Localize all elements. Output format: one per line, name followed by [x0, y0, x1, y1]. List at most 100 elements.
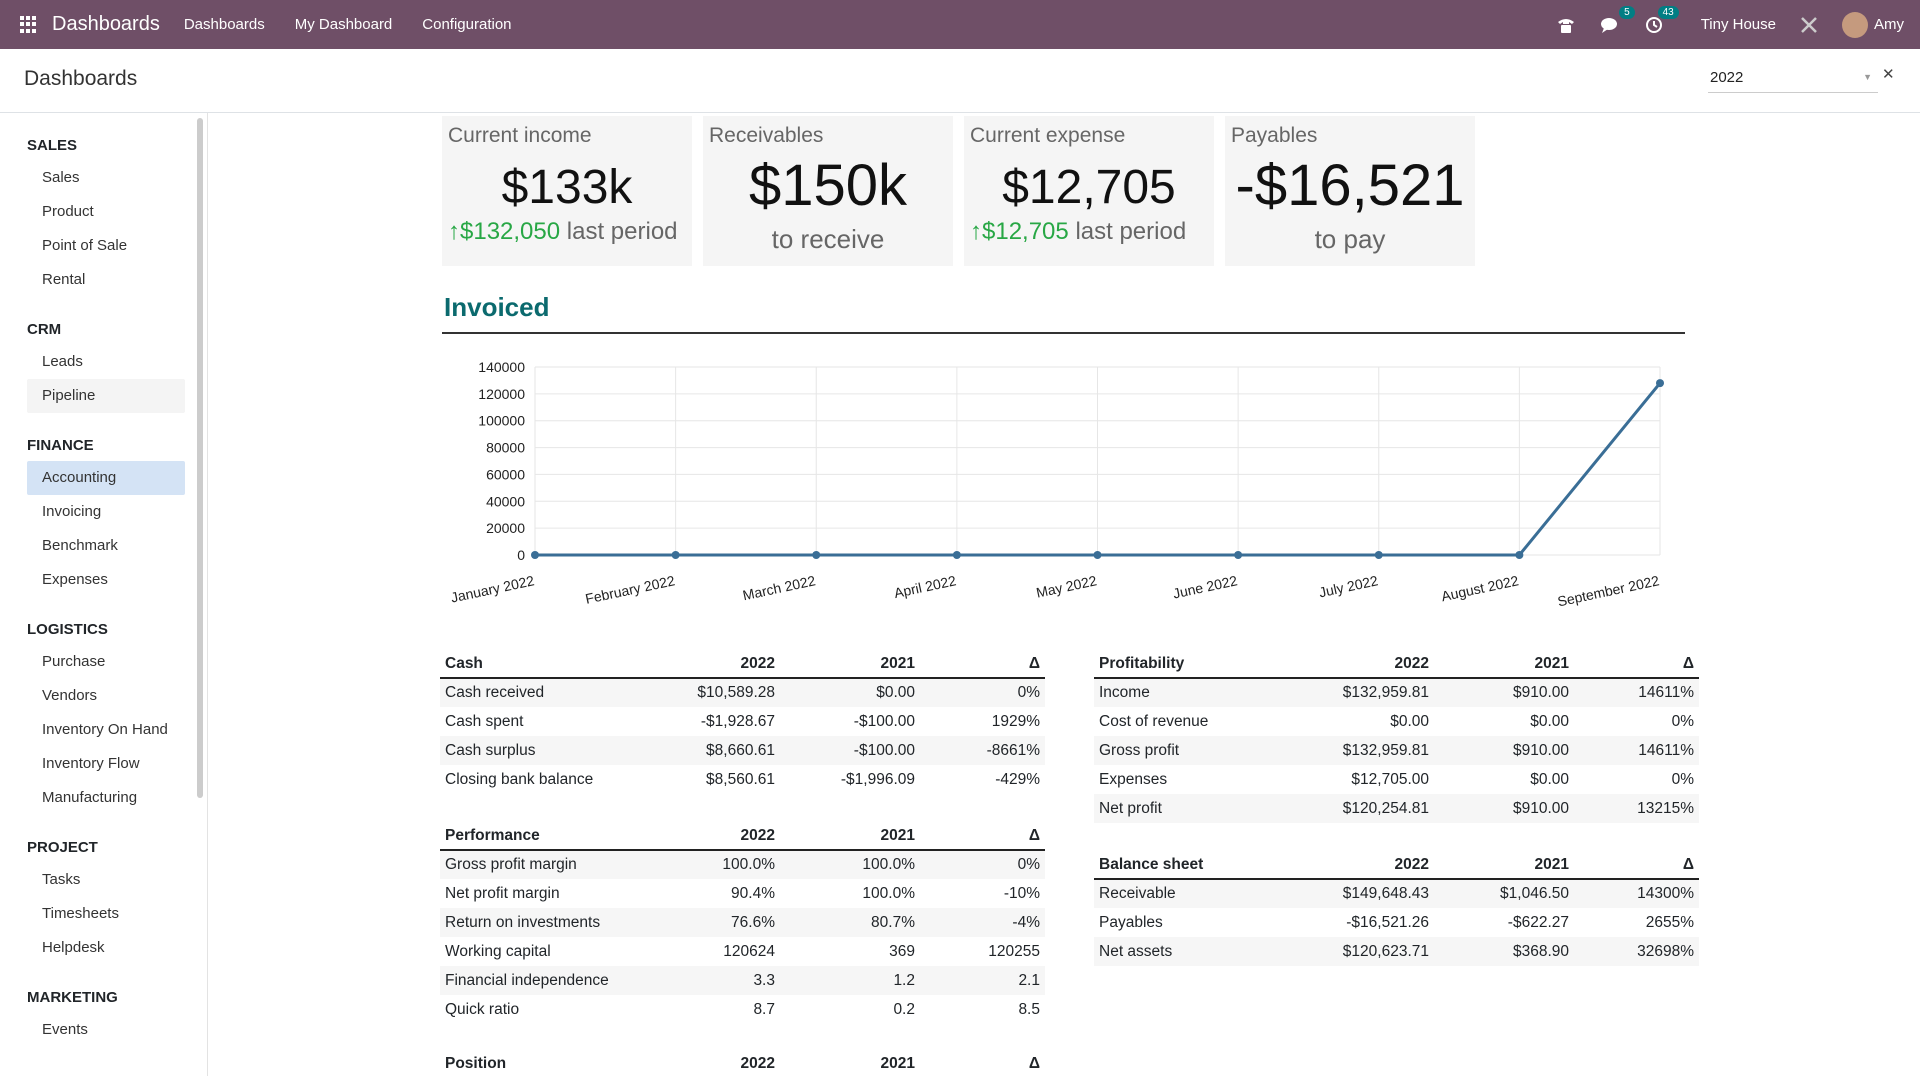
sidebar-item-accounting[interactable]: Accounting — [27, 461, 185, 495]
table-cell: 32698% — [1637, 942, 1694, 960]
table-cell: Quick ratio — [445, 1000, 520, 1018]
activity-clock-icon[interactable]: 43 — [1643, 5, 1679, 36]
table-cell: $132,959.81 — [1342, 741, 1429, 759]
table-cell: $12,705.00 — [1351, 770, 1429, 788]
sidebar-item-events[interactable]: Events — [42, 1021, 88, 1038]
sidebar-item-rental[interactable]: Rental — [42, 271, 86, 288]
kpi-current-expense[interactable]: Current expense $12,705 ↑$12,705 last pe… — [964, 116, 1214, 266]
apps-grid-icon[interactable] — [20, 15, 38, 34]
table-cell: $0.00 — [876, 684, 915, 701]
sidebar-item-benchmark[interactable]: Benchmark — [42, 537, 118, 554]
sidebar-item-sales[interactable]: Sales — [42, 169, 80, 186]
kpi-current-income[interactable]: Current income $133k ↑$132,050 last peri… — [442, 116, 692, 266]
table-cell: Net profit margin — [445, 884, 560, 902]
table-cell: 14611% — [1638, 684, 1694, 701]
sidebar-item-vendors[interactable]: Vendors — [42, 687, 98, 704]
company-switcher[interactable]: Tiny House — [1700, 16, 1776, 33]
menu-my-dashboard[interactable]: My Dashboard — [294, 16, 393, 33]
y-tick-label: 60000 — [486, 466, 525, 482]
sidebar-item-timesheets[interactable]: Timesheets — [42, 905, 119, 922]
column-header: 2021 — [780, 650, 920, 679]
column-header: 2021 — [780, 1050, 920, 1076]
table-row: Net assets $120,623.71 $368.90 32698% — [1094, 937, 1699, 966]
invoiced-line-chart[interactable]: 0 20000 40000 60000 80000 100000 120000 140000 J… — [440, 355, 1685, 615]
table-row: Payables -$16,521.26 -$622.27 2655% — [1094, 908, 1699, 937]
kpi-label: Current income — [448, 124, 592, 147]
column-header: Profitability — [1094, 650, 1294, 679]
data-point — [1656, 379, 1664, 388]
table-cell: $1,046.50 — [1500, 885, 1569, 902]
page-title: Dashboards — [24, 67, 138, 90]
table-cell: 0% — [1017, 856, 1040, 873]
sidebar-item-leads[interactable]: Leads — [42, 353, 83, 370]
table-cell: Return on investments — [445, 913, 601, 931]
sidebar-item-invoicing[interactable]: Invoicing — [42, 503, 102, 520]
menu-configuration[interactable]: Configuration — [422, 16, 512, 33]
kpi-label: Current expense — [970, 124, 1126, 147]
table-cell: -$16,521.26 — [1346, 913, 1429, 931]
sidebar-item-tasks[interactable]: Tasks — [42, 871, 81, 888]
data-point — [1093, 551, 1102, 559]
sidebar-item-point-of-sale[interactable]: Point of Sale — [42, 237, 128, 254]
year-filter-value: 2022 — [1710, 69, 1744, 86]
column-header: Δ — [1574, 650, 1699, 679]
table-header-row: Performance 2022 2021 Δ — [440, 822, 1045, 851]
sidebar-scrollbar[interactable] — [197, 118, 203, 798]
kpi-trend-value: $12,705 — [982, 218, 1069, 245]
table-header-row: Profitability 2022 2021 Δ — [1094, 650, 1699, 679]
kpi-receivables[interactable]: Receivables $150k to receive — [703, 116, 953, 266]
year-filter-select[interactable]: 2022 ▼ — [1708, 63, 1878, 93]
table-cell: 0.2 — [893, 1000, 915, 1018]
sidebar-item-inventory-flow[interactable]: Inventory Flow — [42, 755, 140, 772]
table-cell: 0% — [1017, 684, 1040, 701]
sidebar-section-marketing: MARKETING — [27, 989, 118, 1006]
table-cell: 2.1 — [1018, 971, 1040, 989]
sidebar-item-product[interactable]: Product — [42, 203, 94, 220]
x-tick-label: September 2022 — [1556, 572, 1661, 609]
arrow-up-icon: ↑ — [970, 218, 982, 245]
app-title[interactable]: Dashboards — [52, 13, 160, 35]
table-cell: $0.00 — [1530, 712, 1569, 730]
table-cell: 0% — [1671, 712, 1694, 730]
table-row: Receivable $149,648.43 $1,046.50 14300% — [1094, 879, 1699, 908]
sidebar-item-pipeline[interactable]: Pipeline — [27, 379, 185, 413]
table-cell: Cost of revenue — [1099, 712, 1209, 730]
sidebar-gap — [0, 413, 207, 431]
sidebar-item-purchase[interactable]: Purchase — [42, 653, 106, 670]
phone-icon[interactable] — [1555, 14, 1577, 36]
table-cell: Gross profit — [1099, 741, 1180, 759]
kpi-payables[interactable]: Payables -$16,521 to pay — [1225, 116, 1475, 266]
column-header: 2021 — [780, 822, 920, 851]
table-cell: $132,959.81 — [1342, 684, 1429, 701]
table-cell: 76.6% — [731, 913, 775, 931]
position-table: Position 2022 2021 Δ — [440, 1050, 1045, 1076]
sidebar-item-inventory-on-hand[interactable]: Inventory On Hand — [42, 721, 168, 738]
table-row: Cash received $10,589.28 $0.00 0% — [440, 678, 1045, 707]
sidebar-gap — [0, 815, 207, 833]
table-header-row: Position 2022 2021 Δ — [440, 1050, 1045, 1076]
table-cell: $149,648.43 — [1342, 885, 1429, 902]
sidebar-section-crm: CRM — [27, 321, 62, 338]
kpi-sub: to pay — [1314, 224, 1386, 254]
messages-icon[interactable]: 5 — [1599, 5, 1635, 36]
user-menu[interactable]: Amy — [1842, 11, 1904, 38]
table-row: Expenses $12,705.00 $0.00 0% — [1094, 765, 1699, 794]
sidebar-item-manufacturing[interactable]: Manufacturing — [42, 789, 138, 806]
menu-dashboards[interactable]: Dashboards — [183, 16, 265, 33]
sidebar-item-expenses[interactable]: Expenses — [42, 571, 108, 588]
sidebar-item-helpdesk[interactable]: Helpdesk — [42, 939, 105, 956]
profitability-table: Profitability 2022 2021 Δ Income $132,959.81 $… — [1094, 650, 1699, 823]
close-icon[interactable]: ✕ — [1882, 66, 1895, 83]
kpi-label: Receivables — [709, 124, 824, 147]
table-cell: Financial independence — [445, 971, 609, 989]
column-header: Δ — [920, 1050, 1045, 1076]
y-tick-label: 20000 — [486, 520, 525, 536]
column-header: 2022 — [1294, 851, 1434, 880]
debug-tools-icon[interactable] — [1798, 14, 1820, 36]
y-tick-label: 80000 — [486, 440, 525, 456]
table-cell: Working capital — [445, 942, 551, 960]
sidebar-gap — [0, 297, 207, 315]
table-cell: Net assets — [1099, 942, 1173, 960]
x-tick-label: August 2022 — [1440, 572, 1520, 604]
chevron-down-icon: ▼ — [1863, 72, 1872, 82]
